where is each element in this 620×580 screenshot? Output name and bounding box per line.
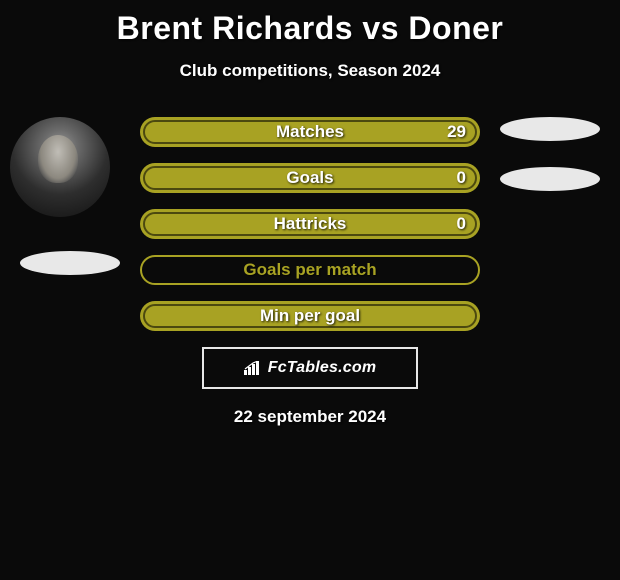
stat-row-goals-per-match: Goals per match [140,255,480,285]
stat-label: Goals [286,168,333,188]
player-right-shadow-pill-1 [500,117,600,141]
chart-icon [244,361,262,375]
brand-box: FcTables.com [202,347,418,389]
stat-label: Goals per match [243,260,376,280]
stat-value: 0 [457,168,466,188]
player-right-shadow-pill-2 [500,167,600,191]
subtitle: Club competitions, Season 2024 [0,61,620,81]
comparison-panel: Matches 29 Goals 0 Hattricks 0 Goals per… [0,117,620,427]
page-title: Brent Richards vs Doner [0,0,620,47]
stat-label: Hattricks [274,214,347,234]
stat-label: Min per goal [260,306,360,326]
stat-label: Matches [276,122,344,142]
date-text: 22 september 2024 [0,407,620,427]
stat-rows: Matches 29 Goals 0 Hattricks 0 Goals per… [140,117,480,331]
stat-row-goals: Goals 0 [140,163,480,193]
stat-row-hattricks: Hattricks 0 [140,209,480,239]
stat-value: 29 [447,122,466,142]
brand-text: FcTables.com [268,359,377,377]
stat-row-matches: Matches 29 [140,117,480,147]
stat-value: 0 [457,214,466,234]
player-left-avatar [10,117,110,217]
stat-row-min-per-goal: Min per goal [140,301,480,331]
player-left-shadow-pill [20,251,120,275]
